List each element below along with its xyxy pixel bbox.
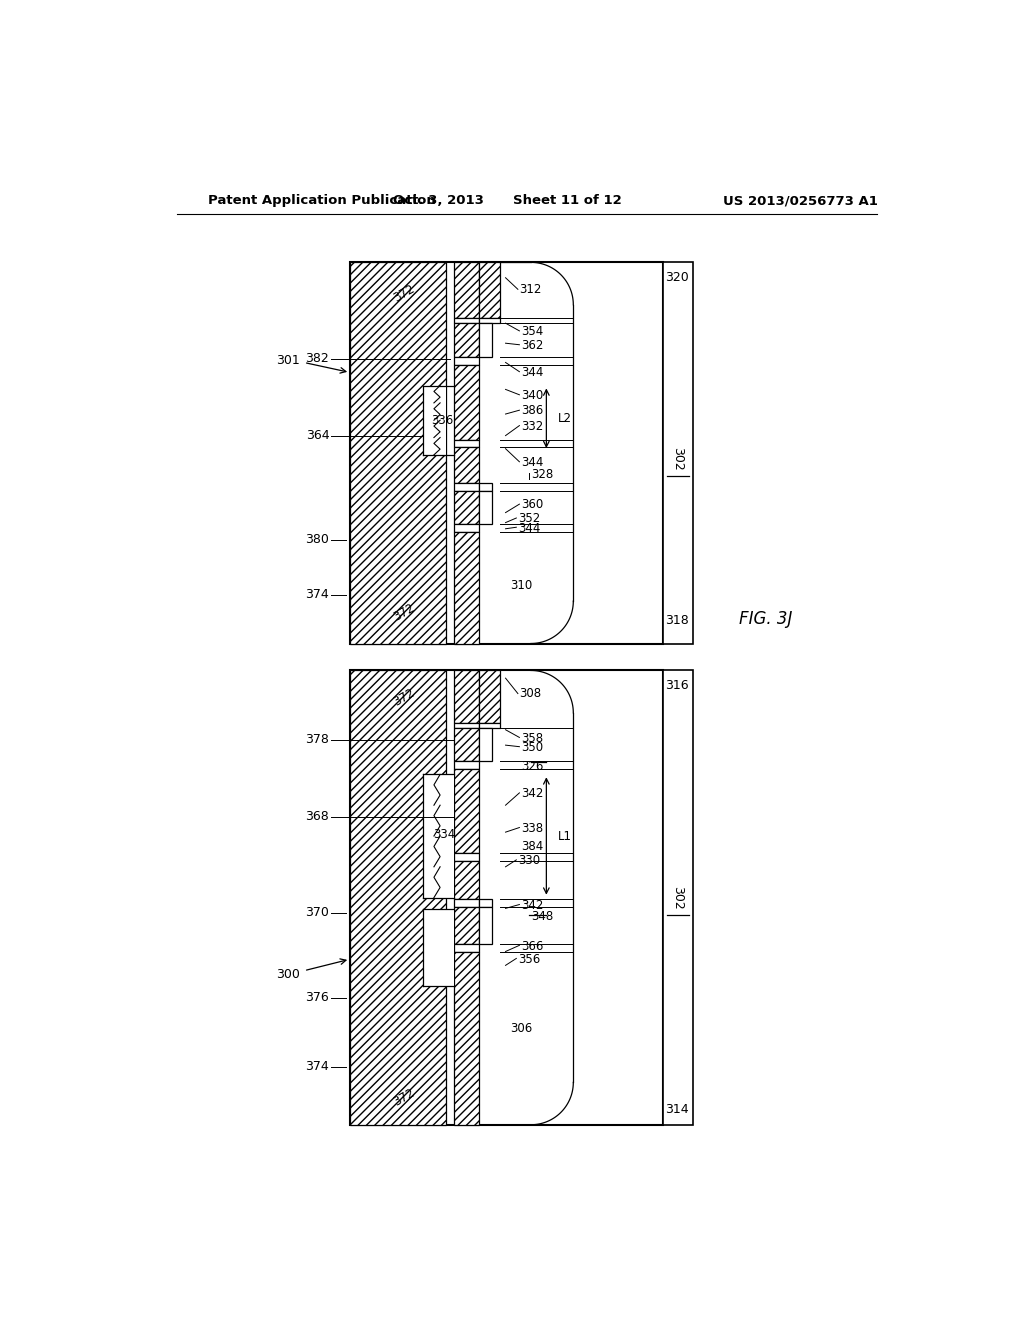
Text: 314: 314 — [666, 1102, 689, 1115]
Bar — [454, 729, 478, 762]
Bar — [454, 364, 478, 441]
Bar — [454, 723, 478, 729]
Text: 340: 340 — [521, 389, 543, 403]
Bar — [478, 907, 493, 944]
Text: 336: 336 — [431, 413, 454, 426]
Bar — [454, 323, 478, 358]
Text: 356: 356 — [518, 953, 540, 966]
Text: 316: 316 — [666, 680, 689, 693]
Text: 348: 348 — [531, 911, 553, 924]
Text: 360: 360 — [521, 499, 543, 511]
Text: 301: 301 — [276, 354, 300, 367]
Bar — [454, 318, 478, 323]
Bar — [454, 899, 478, 907]
Bar — [423, 775, 454, 898]
Bar — [478, 318, 500, 323]
Text: Patent Application Publication: Patent Application Publication — [208, 194, 435, 207]
Bar — [454, 671, 478, 723]
Text: 370: 370 — [305, 907, 330, 920]
Text: 352: 352 — [518, 512, 540, 525]
Bar — [350, 671, 446, 1125]
Text: 386: 386 — [521, 404, 543, 417]
Bar — [478, 491, 493, 524]
Text: 364: 364 — [305, 429, 330, 442]
Text: L1: L1 — [558, 829, 572, 842]
Text: 344: 344 — [521, 455, 544, 469]
Text: 372: 372 — [391, 602, 417, 624]
Text: 310: 310 — [510, 579, 532, 593]
Bar — [664, 263, 692, 644]
Text: 362: 362 — [521, 339, 544, 352]
Bar — [454, 263, 478, 318]
Text: 354: 354 — [521, 325, 543, 338]
Bar — [478, 723, 500, 729]
Text: 358: 358 — [521, 731, 543, 744]
Bar — [454, 532, 478, 644]
Bar — [454, 952, 478, 1125]
Text: 374: 374 — [305, 1060, 330, 1073]
Bar — [454, 483, 478, 491]
Text: 372: 372 — [391, 686, 417, 709]
Text: US 2013/0256773 A1: US 2013/0256773 A1 — [723, 194, 878, 207]
Bar — [478, 729, 493, 762]
Bar — [454, 861, 478, 899]
Text: 330: 330 — [518, 854, 540, 867]
Bar — [478, 899, 493, 907]
Bar — [454, 907, 478, 944]
Text: 372: 372 — [391, 1086, 417, 1109]
Bar — [454, 762, 478, 770]
Bar — [454, 491, 478, 524]
Text: 312: 312 — [519, 282, 542, 296]
Text: L2: L2 — [558, 412, 572, 425]
Text: Sheet 11 of 12: Sheet 11 of 12 — [513, 194, 622, 207]
Text: 338: 338 — [521, 822, 543, 834]
Text: 378: 378 — [305, 733, 330, 746]
Text: 380: 380 — [305, 533, 330, 546]
Text: 368: 368 — [305, 810, 330, 824]
Bar — [454, 447, 478, 483]
Bar — [664, 671, 692, 1125]
Bar — [478, 671, 500, 723]
Bar — [350, 671, 664, 1125]
Bar — [478, 483, 493, 491]
Text: 318: 318 — [666, 614, 689, 627]
Text: 306: 306 — [510, 1022, 532, 1035]
Text: 320: 320 — [666, 271, 689, 284]
Text: 326: 326 — [521, 760, 544, 774]
Text: 302: 302 — [671, 886, 684, 909]
Text: FIG. 3J: FIG. 3J — [739, 610, 793, 628]
Bar — [454, 441, 478, 447]
Text: 372: 372 — [391, 282, 417, 305]
Text: 342: 342 — [521, 787, 544, 800]
Bar — [478, 323, 493, 358]
Text: 332: 332 — [521, 420, 543, 433]
Text: 344: 344 — [521, 366, 544, 379]
Bar — [423, 385, 446, 455]
Bar — [350, 263, 664, 644]
Text: 328: 328 — [531, 467, 553, 480]
Text: 366: 366 — [521, 940, 544, 953]
Bar — [454, 524, 478, 532]
Text: 376: 376 — [305, 991, 330, 1005]
Bar — [454, 770, 478, 853]
Bar — [454, 853, 478, 861]
Text: 384: 384 — [521, 840, 543, 853]
Text: 334: 334 — [433, 828, 456, 841]
Text: 382: 382 — [305, 352, 330, 366]
Text: 350: 350 — [521, 741, 543, 754]
Text: Oct. 3, 2013: Oct. 3, 2013 — [393, 194, 484, 207]
Text: 342: 342 — [521, 899, 544, 912]
Bar — [454, 358, 478, 364]
Bar — [350, 263, 446, 644]
Text: 302: 302 — [671, 447, 684, 470]
Text: 300: 300 — [276, 968, 300, 981]
Bar — [454, 944, 478, 952]
Bar — [423, 909, 454, 986]
Text: 308: 308 — [519, 686, 542, 700]
Bar — [478, 263, 500, 318]
Text: 374: 374 — [305, 589, 330, 602]
Text: 344: 344 — [518, 521, 541, 535]
